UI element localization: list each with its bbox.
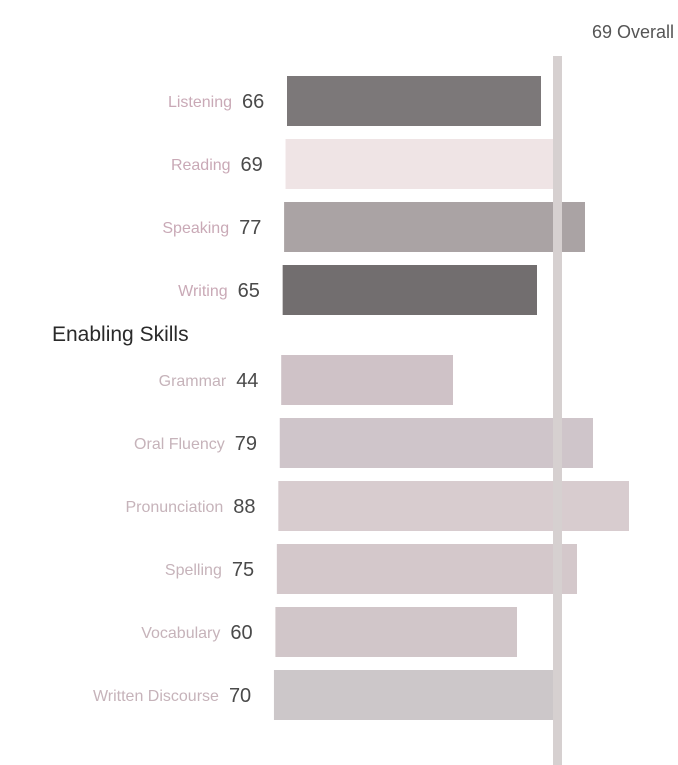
bar-vocabulary bbox=[275, 607, 517, 657]
bar-grammar bbox=[281, 355, 453, 405]
score-label: 44 bbox=[236, 370, 258, 392]
bar-listening bbox=[287, 76, 541, 126]
bar-reading bbox=[285, 139, 553, 189]
category-label: Oral Fluency bbox=[134, 436, 225, 453]
bar-oral-fluency bbox=[279, 418, 593, 468]
score-label: 66 bbox=[242, 91, 264, 113]
category-label: Written Discourse bbox=[93, 688, 219, 705]
score-label: 69 bbox=[241, 154, 263, 176]
overall-line bbox=[553, 56, 562, 765]
category-label: Speaking bbox=[162, 220, 229, 237]
category-label: Grammar bbox=[159, 373, 227, 390]
bar-spelling bbox=[276, 544, 577, 594]
category-label: Vocabulary bbox=[141, 625, 220, 642]
category-label: Pronunciation bbox=[125, 499, 223, 516]
bar-writing bbox=[282, 265, 537, 315]
bars-layer bbox=[273, 76, 629, 720]
category-label: Spelling bbox=[165, 562, 222, 579]
score-label: 79 bbox=[235, 433, 257, 455]
score-label: 65 bbox=[238, 280, 260, 302]
overall-label: 69 Overall bbox=[592, 22, 674, 42]
score-label: 60 bbox=[230, 622, 252, 644]
category-label: Writing bbox=[178, 283, 228, 300]
category-label: Reading bbox=[171, 157, 231, 174]
score-label: 77 bbox=[239, 217, 261, 239]
bar-written-discourse bbox=[273, 670, 557, 720]
section-heading: Enabling Skills bbox=[52, 323, 189, 346]
category-label: Listening bbox=[168, 94, 232, 111]
score-label: 70 bbox=[229, 685, 251, 707]
score-label: 88 bbox=[233, 496, 255, 518]
labels-layer: Listening 66 Reading 69 Speaking 77 Writing 65 E… bbox=[52, 91, 264, 707]
bar-speaking bbox=[284, 202, 585, 252]
score-label: 75 bbox=[232, 559, 254, 581]
bar-pronunciation bbox=[278, 481, 629, 531]
